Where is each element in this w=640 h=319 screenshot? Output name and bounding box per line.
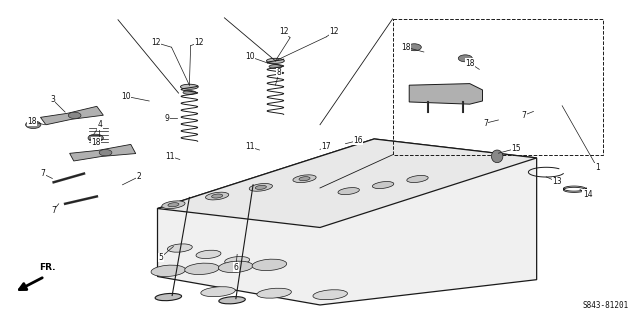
Ellipse shape — [338, 188, 360, 195]
Text: 11: 11 — [166, 152, 175, 161]
Ellipse shape — [407, 175, 428, 182]
Ellipse shape — [252, 259, 287, 271]
Text: 18: 18 — [28, 117, 36, 126]
Text: 6: 6 — [234, 263, 238, 271]
Text: 16: 16 — [353, 136, 363, 145]
Text: 2: 2 — [136, 172, 141, 182]
Ellipse shape — [269, 65, 282, 69]
Ellipse shape — [266, 58, 284, 63]
Ellipse shape — [162, 201, 185, 209]
Polygon shape — [157, 139, 537, 227]
Text: 13: 13 — [552, 177, 562, 186]
Ellipse shape — [257, 288, 291, 298]
Circle shape — [458, 55, 472, 62]
Polygon shape — [40, 106, 103, 125]
Ellipse shape — [183, 91, 196, 94]
Text: 11: 11 — [245, 142, 255, 151]
Ellipse shape — [212, 194, 223, 198]
Text: 1: 1 — [595, 163, 600, 172]
Text: 9: 9 — [164, 114, 170, 123]
Circle shape — [99, 150, 112, 156]
Ellipse shape — [185, 263, 220, 275]
Circle shape — [68, 112, 81, 119]
Text: 8: 8 — [277, 68, 282, 77]
Ellipse shape — [205, 192, 228, 200]
Ellipse shape — [155, 293, 182, 301]
Ellipse shape — [219, 297, 245, 304]
Ellipse shape — [293, 175, 316, 182]
Circle shape — [407, 44, 421, 51]
Text: S843-81201: S843-81201 — [583, 301, 629, 310]
Text: 12: 12 — [151, 38, 161, 47]
Ellipse shape — [167, 244, 192, 252]
Ellipse shape — [151, 265, 186, 277]
Ellipse shape — [299, 177, 310, 181]
Ellipse shape — [218, 261, 253, 272]
Ellipse shape — [196, 250, 221, 258]
Text: 7: 7 — [522, 111, 526, 120]
Circle shape — [26, 121, 41, 129]
Polygon shape — [70, 145, 136, 161]
Text: 12: 12 — [194, 38, 204, 47]
Text: 15: 15 — [511, 144, 521, 153]
Ellipse shape — [255, 185, 266, 189]
Text: 4: 4 — [98, 120, 102, 129]
Text: 18: 18 — [465, 59, 474, 68]
Text: 7: 7 — [483, 119, 488, 128]
Text: 12: 12 — [280, 27, 289, 36]
Ellipse shape — [372, 182, 394, 189]
Text: 18: 18 — [401, 43, 411, 52]
Text: 10: 10 — [121, 92, 131, 101]
Text: 18: 18 — [91, 137, 100, 147]
Text: 10: 10 — [245, 52, 255, 61]
Ellipse shape — [249, 183, 273, 191]
Text: 5: 5 — [158, 253, 163, 262]
Ellipse shape — [492, 150, 503, 163]
Text: 7: 7 — [40, 169, 45, 178]
Ellipse shape — [201, 287, 236, 297]
Ellipse shape — [168, 203, 179, 207]
Text: 17: 17 — [321, 142, 331, 151]
Ellipse shape — [180, 84, 198, 89]
Text: FR.: FR. — [40, 263, 56, 272]
Text: 12: 12 — [329, 27, 339, 36]
Text: 7: 7 — [51, 206, 56, 215]
Circle shape — [88, 134, 103, 142]
Ellipse shape — [225, 256, 250, 265]
Text: 14: 14 — [583, 190, 593, 199]
Ellipse shape — [313, 290, 348, 300]
Polygon shape — [157, 139, 537, 305]
Polygon shape — [409, 84, 483, 104]
Bar — [393, 19, 603, 155]
Text: 3: 3 — [50, 95, 55, 104]
